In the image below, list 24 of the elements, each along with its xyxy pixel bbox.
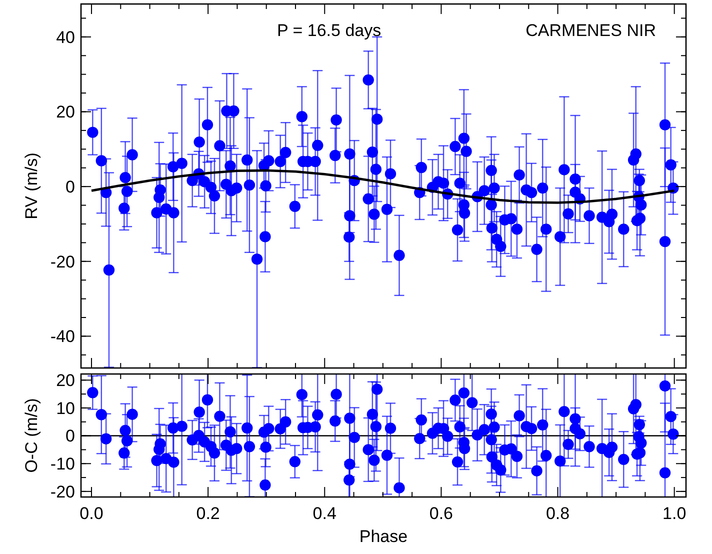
x-tick-label: 0.2 [196, 504, 220, 523]
y-tick-label: 20 [56, 102, 75, 122]
y-tick-label: 0 [66, 426, 75, 446]
y-tick-label: -20 [50, 252, 75, 272]
x-tick-label: 0.6 [429, 504, 454, 523]
x-tick-label: 0.4 [312, 504, 336, 523]
y-tick-label: 0 [66, 178, 75, 197]
point [251, 254, 263, 265]
y-axis-title: O-C (m/s) [22, 398, 41, 473]
point [103, 264, 115, 276]
y-tick-label: -40 [50, 327, 75, 346]
annotation: CARMENES NIR [526, 21, 656, 40]
point [362, 74, 374, 86]
x-tick-label: 0.8 [546, 504, 570, 523]
x-tick-label: 0.0 [80, 504, 104, 523]
y-tick-label: 10 [56, 398, 75, 418]
y-tick-label: 20 [56, 371, 75, 390]
annotation: P = 16.5 days [276, 21, 382, 40]
y-tick-label: -20 [50, 482, 75, 502]
y-axis-title: RV (m/s) [22, 152, 41, 220]
y-tick-label: -10 [50, 454, 75, 474]
y-tick-label: 40 [56, 28, 75, 47]
x-axis-title: Phase [359, 527, 408, 546]
x-tick-label: 1.0 [662, 504, 686, 523]
